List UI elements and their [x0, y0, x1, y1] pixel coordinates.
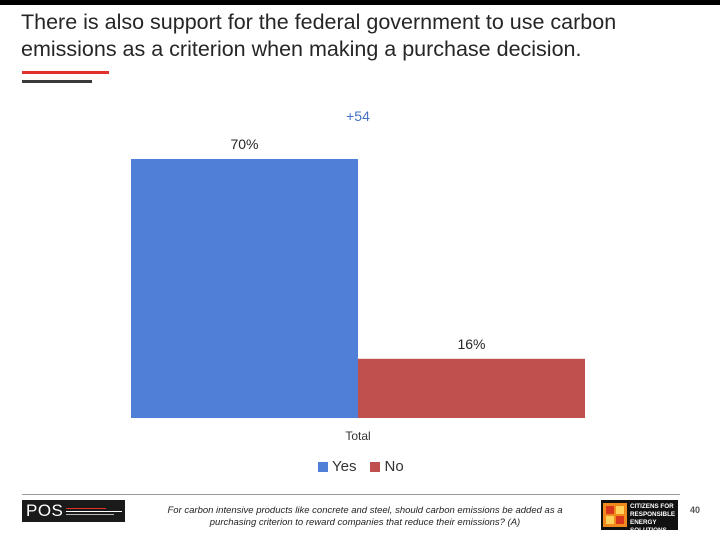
legend-swatch-no — [370, 461, 381, 472]
legend-label-yes: Yes — [332, 458, 357, 475]
bar-yes — [131, 159, 358, 418]
survey-question-footnote: For carbon intensive products like concr… — [167, 505, 563, 528]
top-bar — [0, 0, 720, 5]
legend-item-no: No — [370, 458, 404, 475]
pos-logo-stripe — [66, 514, 114, 515]
legend-label-no: No — [384, 458, 404, 475]
title-accent-dark — [22, 80, 92, 83]
bar-chart: 70% 16% +54 Total — [131, 108, 585, 443]
category-tick-label: Total — [345, 429, 370, 443]
chart-legend: Yes No — [318, 458, 404, 475]
crs-logo: CITIZENS FOR RESPONSIBLE ENERGY SOLUTION… — [601, 500, 678, 534]
crs-logo-text: CITIZENS FOR RESPONSIBLE ENERGY SOLUTION… — [630, 503, 676, 534]
pos-logo-text: POS — [26, 501, 64, 520]
data-label-no: 16% — [457, 336, 485, 352]
pos-logo-stripe — [66, 508, 106, 509]
bar-no — [358, 358, 585, 418]
legend-swatch-yes — [318, 461, 328, 472]
slide-title: There is also support for the federal go… — [21, 10, 617, 61]
pos-logo-stripe — [66, 511, 122, 512]
legend-item-yes: Yes — [318, 458, 356, 475]
footer-divider — [22, 494, 680, 495]
pos-logo: POS — [22, 500, 125, 522]
title-accent-red — [22, 71, 109, 74]
crs-logo-mark-icon — [603, 503, 627, 527]
difference-annotation: +54 — [346, 108, 370, 124]
page-number: 40 — [690, 505, 701, 515]
data-label-yes: 70% — [230, 136, 258, 152]
